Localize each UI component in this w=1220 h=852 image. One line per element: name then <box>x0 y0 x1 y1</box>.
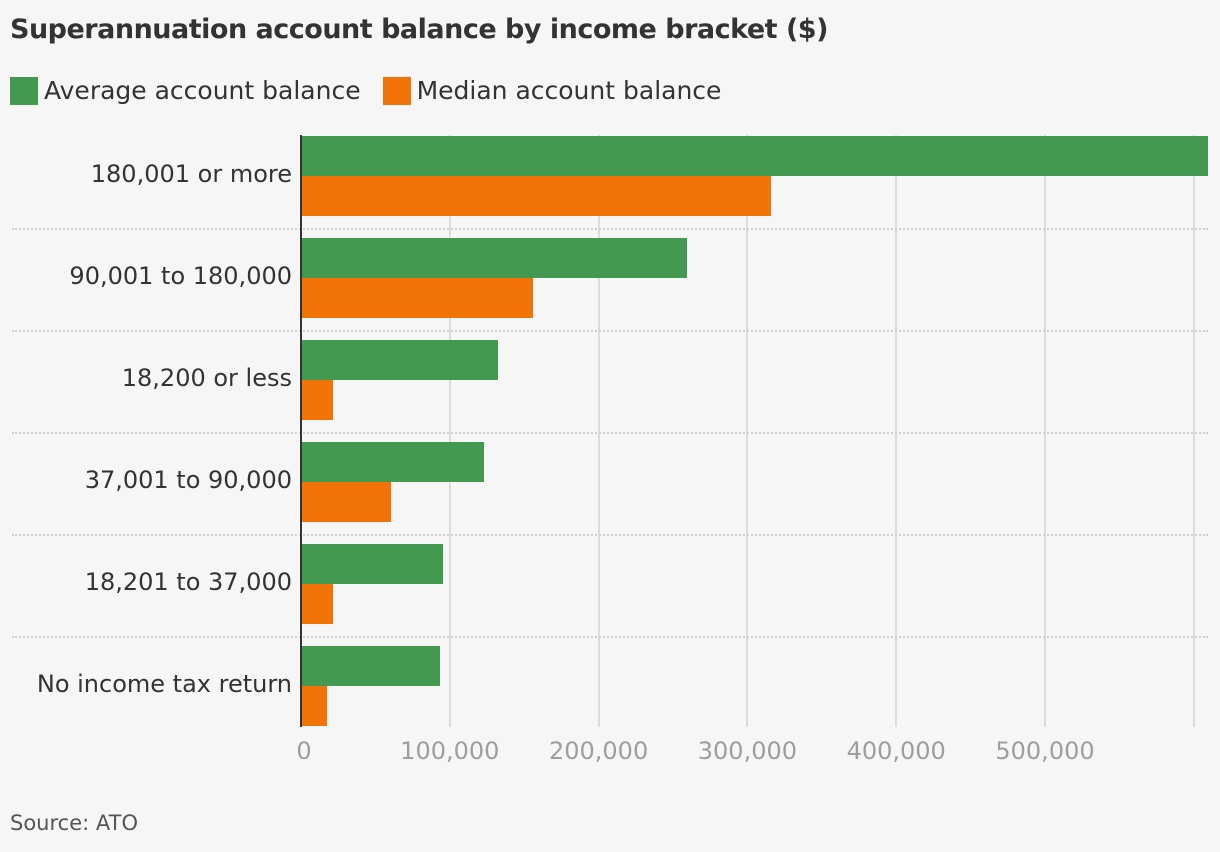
bar-median <box>302 380 334 420</box>
bar-average <box>302 544 444 584</box>
category-label: 18,201 to 37,000 <box>84 568 292 596</box>
bar-median <box>302 686 328 726</box>
gridline <box>1192 135 1195 727</box>
y-axis-line <box>300 135 302 727</box>
x-tick-label: 400,000 <box>846 737 946 765</box>
bar-average <box>302 442 484 482</box>
legend-swatch-median <box>382 76 411 105</box>
bar-average <box>302 136 1208 176</box>
category-label: No income tax return <box>36 670 292 698</box>
x-tick-label: 500,000 <box>995 737 1095 765</box>
gridline <box>597 135 600 727</box>
bar-average <box>302 340 499 380</box>
category-separator <box>12 228 1208 230</box>
x-tick-label: 200,000 <box>548 737 649 765</box>
gridline <box>448 135 451 727</box>
legend-swatch-average <box>10 76 38 105</box>
bar-average <box>302 238 688 278</box>
gridline <box>1044 135 1046 727</box>
category-label: 37,001 to 90,000 <box>84 466 292 494</box>
gridline <box>746 135 749 727</box>
category-label: 90,001 to 180,000 <box>69 262 292 290</box>
legend-item-median: Median account balance <box>382 76 722 105</box>
bar-median <box>302 584 334 624</box>
legend: Average account balance Median account b… <box>10 76 743 105</box>
category-separator <box>12 534 1208 536</box>
category-separator <box>12 432 1208 434</box>
x-tick-label: 300,000 <box>697 737 798 765</box>
bar-median <box>302 176 771 216</box>
source-note: Source: ATO <box>10 811 138 835</box>
bar-median <box>302 278 533 318</box>
legend-label-median: Median account balance <box>416 76 722 105</box>
bar-average <box>302 646 441 686</box>
gridline <box>895 135 898 727</box>
bar-median <box>302 482 392 522</box>
chart-title: Superannuation account balance by income… <box>10 14 828 45</box>
category-separator <box>12 330 1208 332</box>
x-tick-label: 0 <box>296 737 312 765</box>
legend-item-average: Average account balance <box>10 76 361 105</box>
category-separator <box>12 636 1208 638</box>
x-tick-label: 100,000 <box>400 737 500 765</box>
legend-label-average: Average account balance <box>44 76 361 105</box>
category-label: 180,001 or more <box>90 160 292 188</box>
category-label: 18,200 or less <box>121 364 292 392</box>
